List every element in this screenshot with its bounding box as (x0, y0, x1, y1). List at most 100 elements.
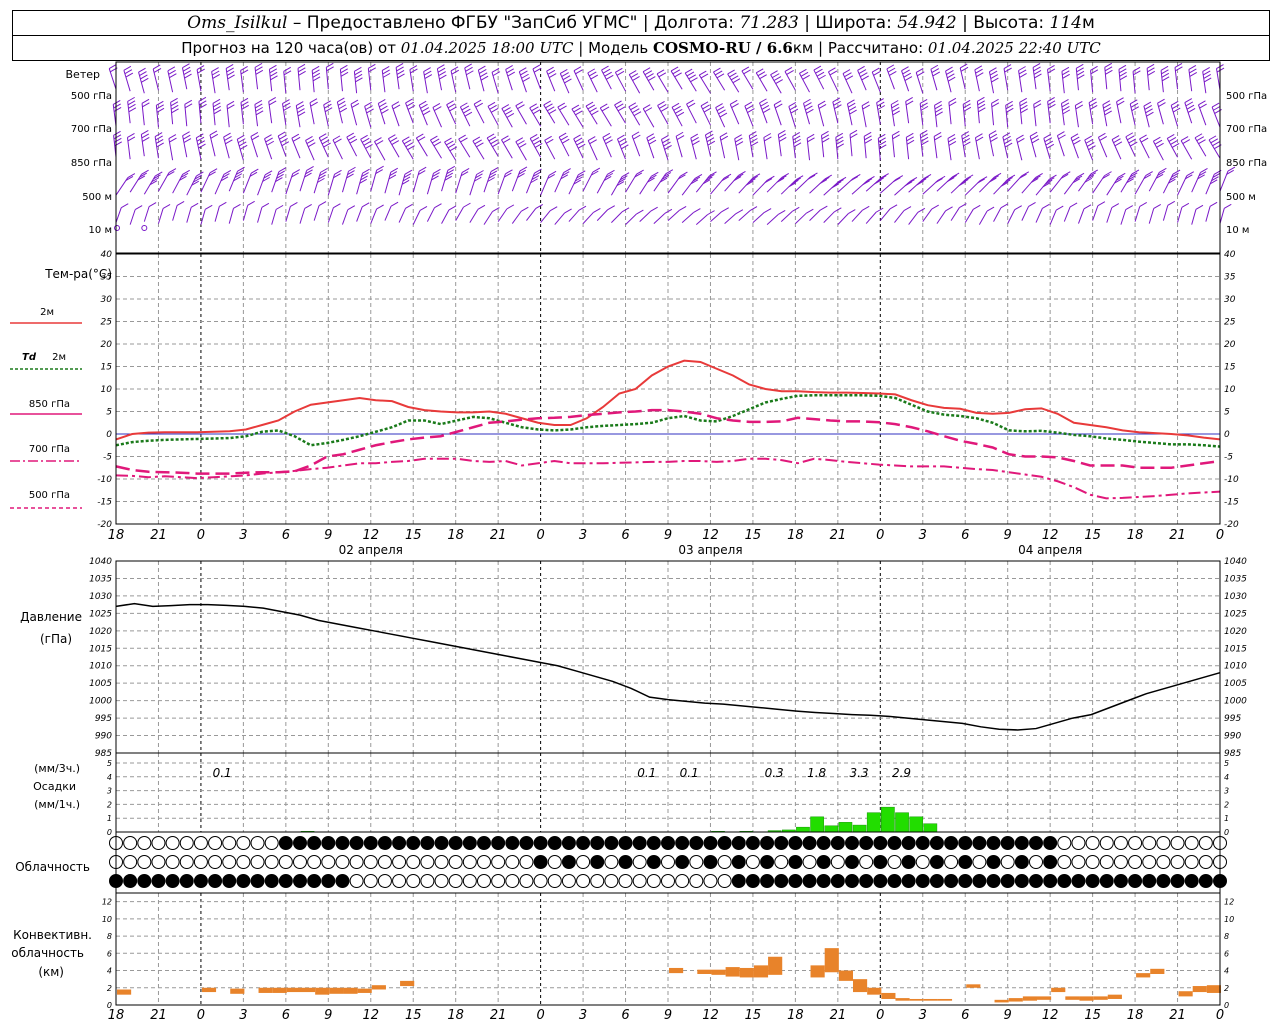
wind-barb-feather (805, 105, 813, 111)
wind-barb-feather (775, 79, 783, 84)
wind-barb-shaft (1061, 103, 1065, 126)
wind-barb (587, 136, 598, 161)
wind-barb-feather (486, 133, 495, 139)
wind-barb-feather (573, 66, 582, 72)
wind-barb-feather (1119, 68, 1127, 74)
wind-barb-feather (585, 101, 594, 107)
wind-barb-feather (276, 173, 284, 179)
wind-barb-feather (492, 207, 500, 213)
wind-barb-feather (573, 179, 582, 185)
wind-barb-shaft (1148, 208, 1155, 224)
wind-barb-feather (781, 172, 789, 178)
wind-barb-shaft (1118, 69, 1122, 92)
wind-level-label: 10 м (1226, 225, 1249, 236)
wind-barb (1106, 203, 1120, 223)
wind-barb-shaft (857, 70, 867, 91)
wind-barb (395, 63, 405, 90)
wind-barb-feather (380, 105, 388, 111)
wind-barb (367, 63, 376, 91)
wind-barb-feather (477, 204, 486, 210)
wind-barb-shaft (436, 68, 443, 91)
cloud-symbol (632, 874, 647, 888)
temp-tick-label: 30 (1224, 295, 1236, 305)
wind-barb-feather (308, 142, 316, 148)
wind-barb-shaft (587, 72, 598, 93)
wind-barb-feather (632, 76, 640, 81)
wind-barb-feather (784, 67, 793, 72)
wind-barb (271, 204, 284, 225)
wind-barb-shaft (724, 213, 737, 224)
conv-tick-label: 12 (102, 898, 112, 907)
cloud-symbol (420, 836, 435, 850)
wind-barb (656, 69, 669, 93)
wind-barb-feather (749, 131, 757, 137)
wind-barb-feather (310, 101, 318, 107)
wind-barb (1088, 98, 1098, 125)
wind-barb-feather (395, 63, 404, 68)
wind-barb-feather (806, 208, 814, 214)
wind-barb (1007, 205, 1022, 224)
wind-barb-feather (280, 137, 288, 143)
wind-barb (763, 133, 772, 160)
cloud-symbol (392, 836, 407, 850)
wind-barb (837, 173, 861, 193)
wind-barb-feather (269, 68, 278, 74)
wind-barb-feather (1032, 63, 1041, 68)
wind-barb (360, 134, 373, 159)
wind-barb (426, 168, 441, 195)
wind-barb-shaft (477, 69, 485, 92)
wind-barb-feather (421, 107, 430, 113)
wind-barb (1160, 65, 1170, 93)
cloud-symbol (505, 874, 520, 888)
cloud-symbol (774, 874, 789, 888)
wind-barb (809, 174, 833, 194)
wind-barb-shaft (167, 70, 174, 93)
wind-barb-shaft (653, 173, 667, 192)
precip-label-2: Осадки (33, 780, 76, 793)
wind-barb-feather (1030, 135, 1039, 140)
wind-barb-feather (1156, 142, 1164, 148)
cloud-symbol (236, 874, 251, 888)
wind-barb-feather (791, 179, 799, 185)
pressure-tick-label: 1030 (89, 592, 112, 602)
wind-barb (464, 63, 474, 90)
wind-barb-feather (876, 101, 885, 107)
wind-barb-feather (170, 104, 179, 110)
wind-barb-shaft (1157, 103, 1164, 125)
wind-barb-feather (318, 174, 326, 180)
wind-barb-feather (490, 139, 498, 145)
wind-barb-feather (360, 175, 368, 181)
wind-barb-shaft (1139, 138, 1150, 159)
wind-barb (1070, 133, 1081, 159)
wind-barb-shaft (226, 105, 230, 128)
wind-barb-feather (348, 166, 356, 172)
cloud-symbol (1128, 836, 1143, 850)
wind-barb-feather (789, 105, 798, 111)
wind-barb-feather (813, 65, 822, 71)
wind-barb-feather (1006, 107, 1014, 113)
wind-barb (894, 177, 918, 196)
wind-barb (138, 67, 149, 94)
wind-barb-feather (836, 179, 844, 184)
wind-barb (857, 65, 869, 91)
wind-barb-feather (531, 137, 540, 142)
wind-barb-shaft (582, 171, 594, 192)
conv-bar (1079, 996, 1094, 1001)
wind-barb (497, 169, 513, 195)
wind-barb-feather (264, 134, 272, 140)
wind-barb-shaft (1035, 208, 1043, 223)
wind-barb (587, 68, 599, 93)
wind-barb-shaft (646, 137, 655, 159)
wind-barb-feather (530, 178, 538, 184)
date-label: 03 апреля (678, 543, 742, 557)
wind-barb-shaft (1205, 206, 1211, 222)
cloud-symbol (151, 874, 166, 888)
wind-barb-shaft (729, 104, 740, 125)
cloud-label: Облачность (15, 860, 90, 874)
wind-barb (1202, 67, 1212, 94)
wind-barb-feather (489, 104, 497, 110)
wind-barb-shaft (309, 102, 315, 125)
wind-barb-shaft (285, 173, 294, 195)
wind-barb-shaft (1035, 178, 1050, 196)
wind-barb-feather (533, 140, 541, 145)
